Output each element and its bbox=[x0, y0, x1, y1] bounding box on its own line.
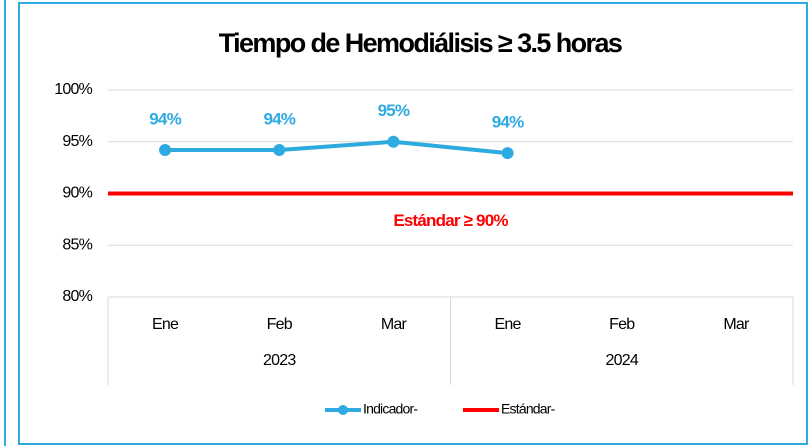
marker bbox=[159, 144, 172, 157]
x-tick-label: Mar bbox=[381, 316, 408, 333]
group-label: 2023 bbox=[263, 352, 296, 369]
legend-marker bbox=[338, 405, 348, 415]
y-tick-label: 80% bbox=[62, 288, 92, 305]
annotation: Estándar ≥ 90% bbox=[393, 211, 508, 230]
group-label: 2024 bbox=[606, 352, 639, 369]
x-tick-label: Feb bbox=[267, 316, 293, 333]
value-label: 94% bbox=[492, 113, 524, 132]
marker bbox=[273, 144, 286, 157]
x-tick-label: Mar bbox=[723, 316, 750, 333]
value-label: 94% bbox=[149, 110, 181, 129]
marker bbox=[387, 135, 400, 148]
x-tick-label: Feb bbox=[609, 316, 635, 333]
y-tick-label: 95% bbox=[62, 133, 92, 150]
marker bbox=[501, 147, 514, 160]
value-label: 94% bbox=[263, 110, 295, 129]
y-tick-label: 100% bbox=[54, 81, 92, 98]
y-tick-label: 90% bbox=[62, 185, 92, 202]
x-tick-label: Ene bbox=[495, 316, 522, 333]
chart-frame bbox=[18, 2, 808, 445]
chart-title: Tiempo de Hemodiálisis ≥ 3.5 horas bbox=[219, 28, 622, 58]
x-tick-label: Ene bbox=[152, 316, 179, 333]
legend-label: Indicador- bbox=[363, 401, 418, 417]
value-label: 95% bbox=[378, 101, 410, 120]
legend-label: Estándar- bbox=[501, 401, 556, 417]
y-tick-label: 85% bbox=[62, 236, 92, 253]
indicator-line bbox=[165, 139, 508, 156]
